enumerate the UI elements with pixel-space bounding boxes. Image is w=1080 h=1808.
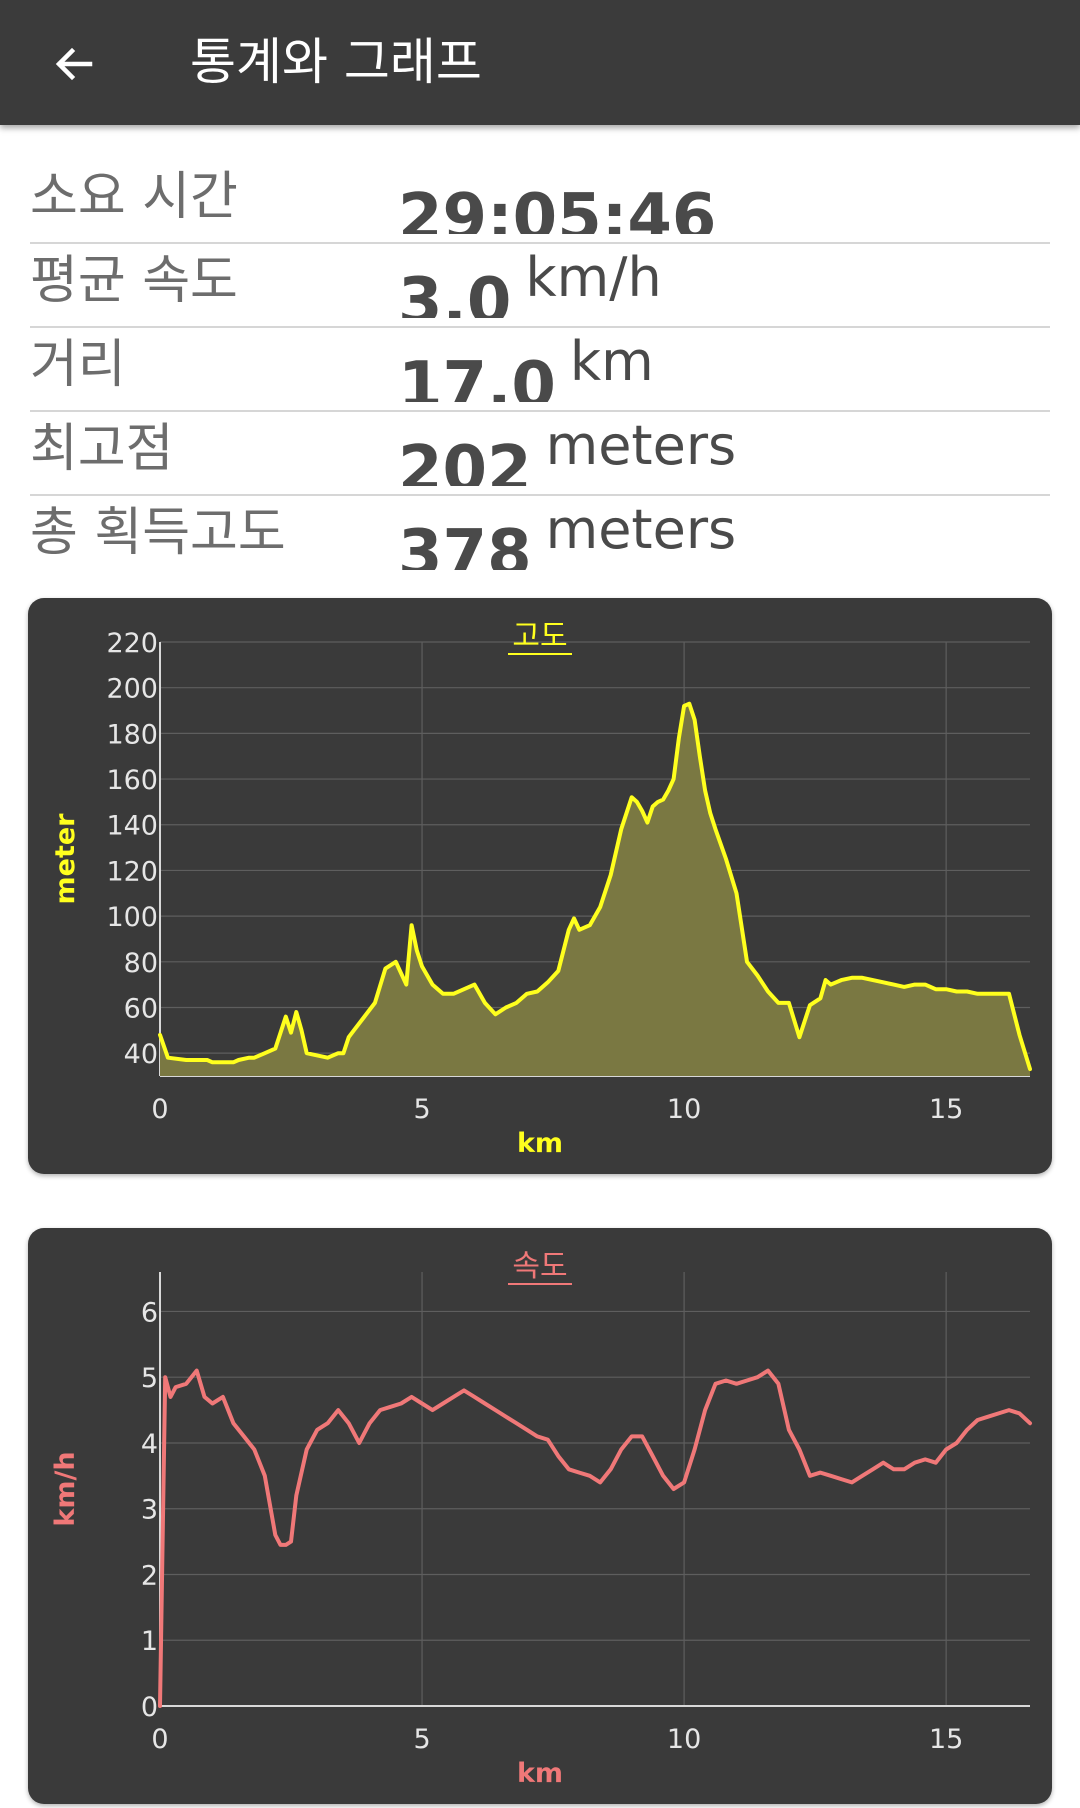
y-tick-label: 3 <box>141 1495 158 1526</box>
grid-lines <box>159 1272 1030 1707</box>
y-tick-label: 2 <box>141 1560 158 1591</box>
y-tick-label: 220 <box>106 628 158 659</box>
y-tick-label: 200 <box>106 674 158 705</box>
arrow-left-icon <box>55 47 93 81</box>
stat-unit: meters <box>545 414 737 477</box>
stats-list: 소요 시간 29:05:46 평균 속도 3.0 km/h 거리 17.0 km 최… <box>30 160 1050 580</box>
stat-row-distance: 거리 17.0 km <box>30 328 1050 412</box>
stat-value: 202 <box>398 433 532 486</box>
y-tick-label: 140 <box>106 811 158 842</box>
chart-title: 속도 <box>512 1249 567 1284</box>
stat-label: 최고점 <box>30 419 174 479</box>
stat-unit: meters <box>545 498 737 561</box>
x-tick-label: 15 <box>929 1094 963 1125</box>
x-tick-label: 0 <box>151 1724 168 1755</box>
stat-unit: km/h <box>525 246 662 309</box>
series-line <box>158 1368 1032 1708</box>
page-title: 통계와 그래프 <box>190 33 482 91</box>
stat-value-wrap: 3.0 km/h <box>398 244 662 318</box>
x-axis-label: km <box>517 1128 563 1159</box>
y-tick-label: 120 <box>106 856 158 887</box>
y-axis-label: meter <box>50 813 81 905</box>
y-tick-label: 6 <box>141 1297 158 1328</box>
area-fill <box>160 703 1030 1076</box>
y-tick-label: 1 <box>141 1626 158 1657</box>
x-tick-label: 10 <box>667 1094 701 1125</box>
stat-value-wrap: 17.0 km <box>398 328 654 402</box>
stat-row-max-elevation: 최고점 202 meters <box>30 412 1050 496</box>
stat-value-wrap: 378 meters <box>398 496 736 570</box>
x-axis-label: km <box>517 1758 563 1789</box>
x-tick-label: 0 <box>151 1094 168 1125</box>
elevation-chart[interactable]: 40 60 80 100 120 140 160 180 200 220 0 5 10 15 고도 km met… <box>28 598 1052 1174</box>
y-axis-label: km/h <box>50 1451 81 1526</box>
y-tick-label: 40 <box>124 1039 158 1070</box>
y-tick-label: 60 <box>124 993 158 1024</box>
stat-label: 소요 시간 <box>30 167 238 227</box>
stat-value: 29:05:46 <box>398 181 717 234</box>
y-tick-label: 4 <box>141 1429 158 1460</box>
app-bar: 통계와 그래프 <box>0 0 1080 125</box>
stat-label: 총 획득고도 <box>30 503 286 563</box>
y-tick-label: 180 <box>106 719 158 750</box>
stat-value: 17.0 <box>398 349 556 402</box>
stat-value: 3.0 <box>398 265 512 318</box>
back-button[interactable] <box>34 24 114 104</box>
stat-value: 378 <box>398 517 532 570</box>
stat-row-duration: 소요 시간 29:05:46 <box>30 160 1050 244</box>
speed-chart[interactable]: 0 1 2 3 4 5 6 0 5 10 15 속도 km km/h <box>28 1228 1052 1804</box>
x-tick-label: 5 <box>413 1094 430 1125</box>
series-line <box>158 701 1032 1072</box>
stat-label: 거리 <box>30 335 126 395</box>
y-tick-label: 100 <box>106 902 158 933</box>
y-tick-label: 0 <box>141 1692 158 1723</box>
x-tick-label: 10 <box>667 1724 701 1755</box>
stat-row-total-ascent: 총 획득고도 378 meters <box>30 496 1050 580</box>
x-tick-label: 15 <box>929 1724 963 1755</box>
stat-value-wrap: 202 meters <box>398 412 736 486</box>
y-tick-label: 160 <box>106 765 158 796</box>
stat-label: 평균 속도 <box>30 251 238 311</box>
chart-title: 고도 <box>512 619 567 654</box>
stat-row-avg-speed: 평균 속도 3.0 km/h <box>30 244 1050 328</box>
elevation-chart-card[interactable]: 40 60 80 100 120 140 160 180 200 220 0 5 10 15 고도 km met… <box>28 598 1052 1174</box>
stat-unit: km <box>569 330 654 393</box>
x-tick-label: 5 <box>413 1724 430 1755</box>
y-tick-label: 5 <box>141 1363 158 1394</box>
stat-value-wrap: 29:05:46 <box>398 160 730 234</box>
speed-chart-card[interactable]: 0 1 2 3 4 5 6 0 5 10 15 속도 km km/h <box>28 1228 1052 1804</box>
y-tick-label: 80 <box>124 948 158 979</box>
